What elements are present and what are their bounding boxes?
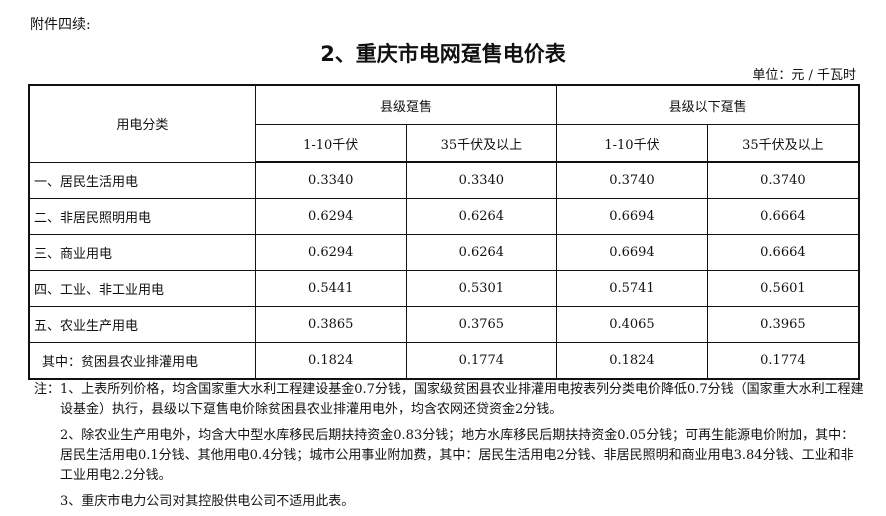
unit-label: 单位：元 / 千瓦时 [752, 68, 856, 83]
price-cell: 0.6294 [254, 234, 407, 271]
subheader: 35千伏及以上 [405, 124, 558, 163]
table-row: 四、工业、非工业用电 0.5441 0.5301 0.5741 0.5601 [28, 270, 860, 307]
note-2: 2、除农业生产用电外，均含大中型水库移民后期扶持资金0.83分钱；地方水库移民后… [60, 428, 855, 483]
note-1: 注：1、上表所列价格，均含国家重大水利工程建设基金0.7分钱，国家级贫困县农业排… [34, 382, 864, 417]
price-cell: 0.3340 [254, 161, 407, 199]
row-label: 四、工业、非工业用电 [28, 270, 256, 307]
price-table: 用电分类 县级趸售 县级以下趸售 1-10千伏 35千伏及以上 1-10千伏 3… [28, 84, 860, 380]
table-row: 二、非居民照明用电 0.6294 0.6264 0.6694 0.6664 [28, 198, 860, 235]
price-cell: 0.5441 [254, 270, 407, 307]
price-cell: 0.3965 [706, 306, 860, 343]
table-row: 五、农业生产用电 0.3865 0.3765 0.4065 0.3965 [28, 306, 860, 343]
group-header: 县级趸售 [254, 84, 558, 125]
table-row: 其中：贫困县农业排灌用电 0.1824 0.1774 0.1824 0.1774 [28, 342, 860, 380]
price-cell: 0.6664 [706, 198, 860, 235]
row-label: 一、居民生活用电 [28, 161, 256, 199]
page-title: 2、重庆市电网趸售电价表 [320, 42, 566, 66]
price-cell: 0.6694 [556, 198, 708, 235]
price-cell: 0.6264 [405, 198, 558, 235]
category-header: 用电分类 [28, 84, 256, 163]
price-cell: 0.6294 [254, 198, 407, 235]
price-cell: 0.1824 [556, 342, 708, 380]
price-cell: 0.5301 [405, 270, 558, 307]
subheader: 1-10千伏 [254, 124, 407, 163]
table-row: 三、商业用电 0.6294 0.6264 0.6694 0.6664 [28, 234, 860, 271]
price-cell: 0.3740 [706, 161, 860, 199]
notes: 注：1、上表所列价格，均含国家重大水利工程建设基金0.7分钱，国家级贫困县农业排… [34, 380, 864, 516]
price-cell: 0.3765 [405, 306, 558, 343]
price-cell: 0.6264 [405, 234, 558, 271]
annex-label: 附件四续: [30, 17, 91, 33]
price-cell: 0.3865 [254, 306, 407, 343]
price-cell: 0.3740 [556, 161, 708, 199]
price-cell: 0.4065 [556, 306, 708, 343]
price-cell: 0.1824 [254, 342, 407, 380]
group-header: 县级以下趸售 [556, 84, 860, 125]
table-row: 一、居民生活用电 0.3340 0.3340 0.3740 0.3740 [28, 161, 860, 199]
row-label: 五、农业生产用电 [28, 306, 256, 343]
row-label: 三、商业用电 [28, 234, 256, 271]
price-cell: 0.3340 [405, 161, 558, 199]
price-cell: 0.1774 [706, 342, 860, 380]
price-cell: 0.5741 [556, 270, 708, 307]
subheader: 35千伏及以上 [706, 124, 860, 163]
subheader: 1-10千伏 [556, 124, 708, 163]
price-cell: 0.1774 [405, 342, 558, 380]
row-label: 二、非居民照明用电 [28, 198, 256, 235]
note-3: 3、重庆市电力公司对其控股供电公司不适用此表。 [60, 494, 355, 509]
price-cell: 0.6694 [556, 234, 708, 271]
row-label: 其中：贫困县农业排灌用电 [28, 342, 256, 380]
price-cell: 0.6664 [706, 234, 860, 271]
price-cell: 0.5601 [706, 270, 860, 307]
